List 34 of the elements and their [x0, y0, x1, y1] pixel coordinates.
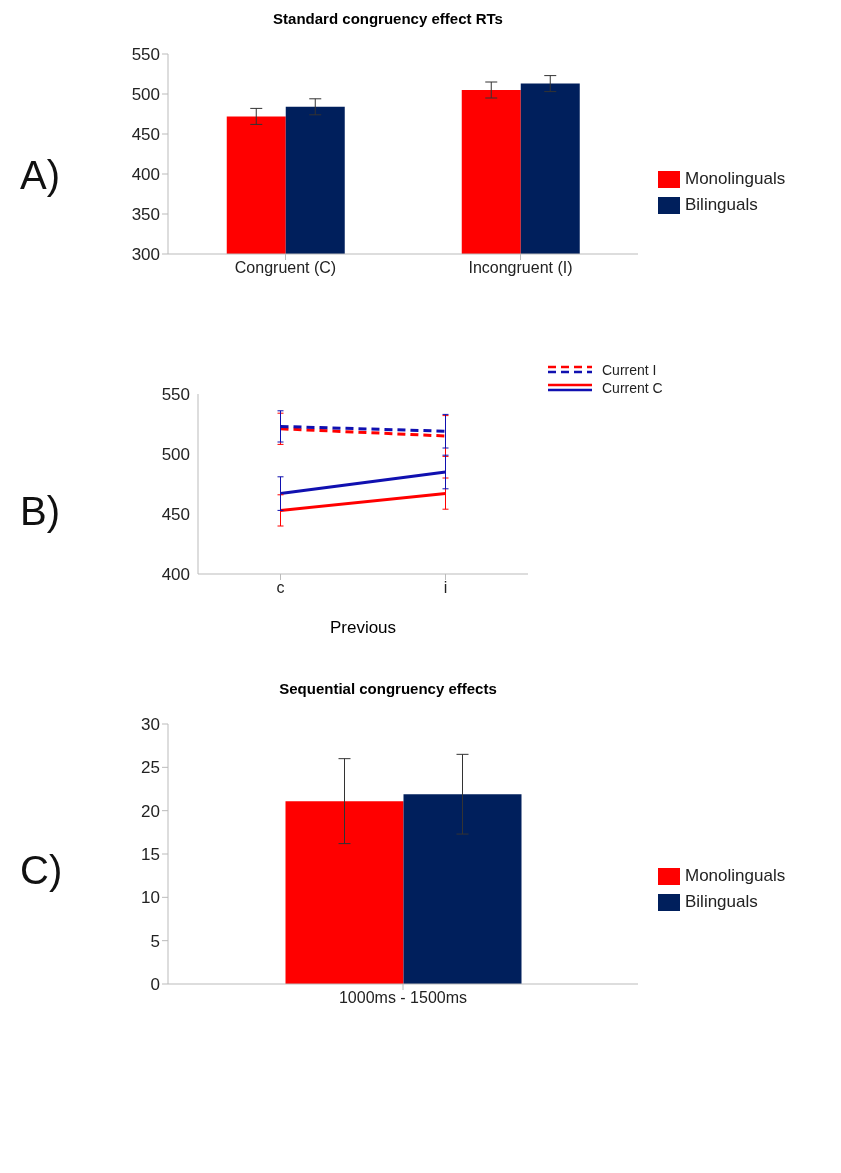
x-tick-label: Congruent (C) [234, 259, 337, 277]
legend-label: Monolinguals [685, 866, 786, 886]
y-tick-label: 500 [131, 85, 160, 105]
legend-label: Current C [602, 380, 663, 396]
y-tick-label: 550 [131, 45, 160, 65]
legend-label: Bilinguals [685, 892, 758, 912]
y-tick-label: 0 [150, 975, 160, 995]
legend-label: Current I [602, 362, 657, 378]
x-tick-label: Incongruent (I) [468, 259, 573, 277]
text: A) [20, 152, 60, 198]
y-tick-label: 550 [161, 385, 190, 405]
x-axis-title: Previous [328, 618, 398, 638]
y-tick-label: 400 [161, 565, 190, 585]
chart-title: Sequential congruency effects [278, 680, 498, 699]
legend-label: Monolinguals [685, 169, 786, 189]
x-tick-label: i [443, 579, 448, 597]
chart-title: Standard congruency effect RTs [272, 10, 504, 29]
y-tick-label: 400 [131, 165, 160, 185]
y-tick-label: 300 [131, 245, 160, 265]
y-tick-label: 5 [150, 931, 160, 951]
y-tick-label: 350 [131, 205, 160, 225]
x-tick-label: c [276, 579, 285, 597]
y-tick-label: 450 [131, 125, 160, 145]
y-tick-label: 450 [161, 505, 190, 525]
y-tick-label: 30 [141, 715, 160, 735]
text: C) [20, 848, 63, 893]
legend-label: Bilinguals [685, 195, 758, 215]
y-tick-label: 20 [141, 801, 160, 821]
y-tick-label: 15 [141, 845, 160, 865]
x-tick-label: 1000ms - 1500ms [338, 989, 468, 1007]
y-tick-label: 10 [141, 888, 160, 908]
text: B) [20, 488, 60, 534]
y-tick-label: 25 [141, 758, 160, 778]
y-tick-label: 500 [161, 445, 190, 465]
